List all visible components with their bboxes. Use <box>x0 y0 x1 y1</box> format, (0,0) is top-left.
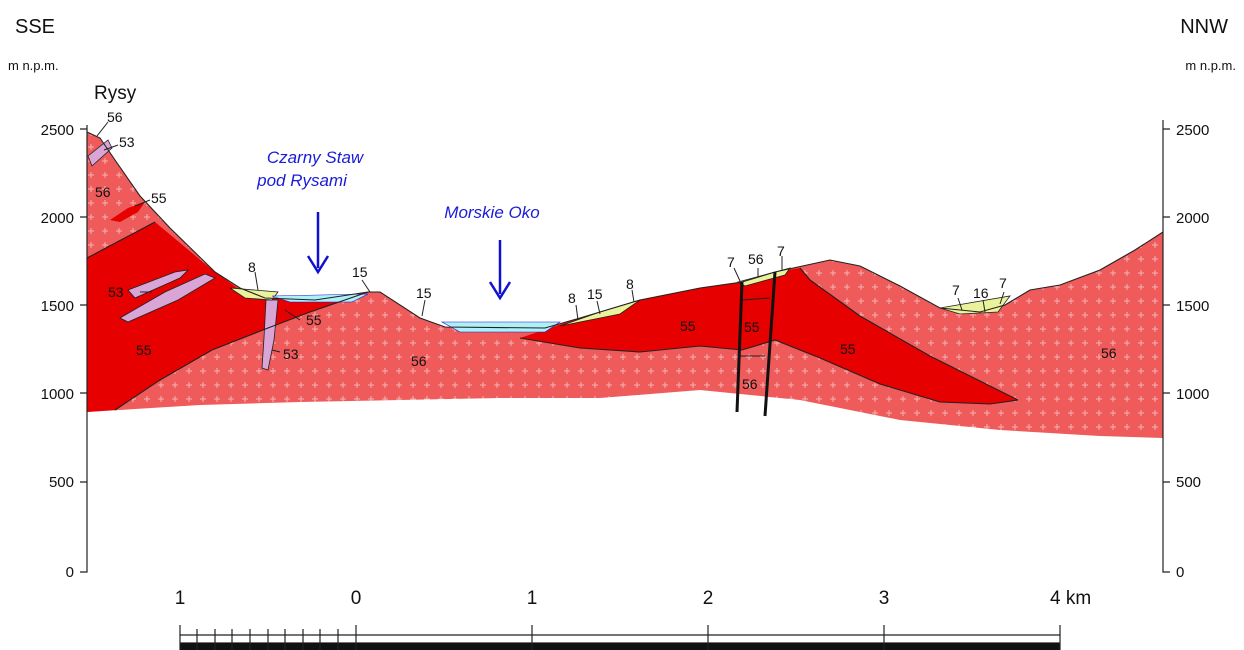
elev-tick-label: 0 <box>66 564 74 581</box>
unit-number: 8 <box>626 276 634 292</box>
contact-55-inner <box>741 297 771 301</box>
unit-53-dyke-1 <box>127 269 190 299</box>
contact-55-central-top <box>799 267 1019 401</box>
unit-number: 16 <box>973 285 989 301</box>
down-arrow-icon <box>306 212 330 275</box>
unit-53-dyke-3 <box>261 299 279 371</box>
fault-left <box>735 281 744 413</box>
unit-number: 55 <box>136 342 152 358</box>
unit-label-right: m n.p.m. <box>1185 58 1236 73</box>
unit-number: 15 <box>587 286 603 302</box>
unit-number: 56 <box>107 109 123 125</box>
distance-scale-labels: 1 0 1 2 3 4 km <box>175 588 1091 609</box>
unit-number: 53 <box>108 284 124 300</box>
morskie-oko-water <box>440 321 561 333</box>
elev-tick-label: 2500 <box>41 122 74 139</box>
unit-55-left <box>87 222 368 412</box>
label-leader-lines <box>96 121 1005 353</box>
scale-label: 1 <box>527 588 538 609</box>
elev-tick-label: 1000 <box>1176 386 1209 403</box>
fault-right <box>763 271 777 417</box>
unit-number: 55 <box>680 318 696 334</box>
unit-55-small-lens <box>110 202 145 222</box>
elev-tick-label: 1000 <box>41 386 74 403</box>
elev-tick-label: 2500 <box>1176 122 1209 139</box>
unit-number: 53 <box>119 134 135 150</box>
unit-number: 7 <box>777 243 785 259</box>
scale-label: 3 <box>879 588 890 609</box>
unit-number: 7 <box>727 254 735 270</box>
unit-number: 7 <box>999 275 1007 291</box>
down-arrow-icon <box>488 240 512 301</box>
scale-label: 2 <box>703 588 714 609</box>
unit-55-central <box>520 268 1018 404</box>
unit-number: 56 <box>748 251 764 267</box>
lake-label-morskie-oko: Morskie Oko <box>444 203 539 222</box>
unit-number: 55 <box>151 190 167 206</box>
unit-number: 8 <box>568 290 576 306</box>
unit-number-labels: 56 53 56 55 8 15 15 53 55 53 55 56 8 15 … <box>95 109 1117 392</box>
distance-scale-bar <box>179 625 1061 650</box>
peak-label: Rysy <box>94 83 137 104</box>
unit-number: 56 <box>95 184 111 200</box>
elev-tick-label: 500 <box>1176 474 1201 491</box>
unit-number: 53 <box>283 346 299 362</box>
scale-label: 1 <box>175 588 186 609</box>
elev-tick-label: 1500 <box>41 298 74 315</box>
lake-label-czarny-staw-2: pod Rysami <box>256 171 348 190</box>
direction-label-left: SSE <box>15 16 55 38</box>
unit-label-left: m n.p.m. <box>8 58 59 73</box>
elev-tick-label: 0 <box>1176 564 1184 581</box>
czarny-staw-water <box>271 293 369 303</box>
elev-tick-label: 1500 <box>1176 298 1209 315</box>
unit-number: 8 <box>248 259 256 275</box>
right-elevation-labels: 2500 2000 1500 1000 500 0 <box>1176 122 1209 581</box>
unit-number: 55 <box>840 341 856 357</box>
left-elevation-axis <box>80 125 88 573</box>
unit-number: 55 <box>744 319 760 335</box>
elev-tick-label: 500 <box>49 474 74 491</box>
scale-label: 0 <box>351 588 362 609</box>
unit-number: 7 <box>952 282 960 298</box>
contact-55-central-base <box>519 337 1019 405</box>
unit-number: 56 <box>742 376 758 392</box>
right-elevation-axis <box>1162 120 1170 573</box>
scale-label: 4 km <box>1050 588 1091 609</box>
lake-label-czarny-staw-1: Czarny Staw <box>267 148 365 167</box>
contact-55-base-left <box>114 291 369 411</box>
unit-53-dyke-2 <box>119 273 216 323</box>
left-elevation-labels: 2500 2000 1500 1000 500 0 <box>41 122 74 581</box>
unit-number: 56 <box>1101 345 1117 361</box>
unit-number: 56 <box>411 353 427 369</box>
unit-number: 15 <box>352 264 368 280</box>
contact-55-56-left <box>86 221 156 259</box>
elev-tick-label: 2000 <box>41 210 74 227</box>
elev-tick-label: 2000 <box>1176 210 1209 227</box>
direction-label-right: NNW <box>1180 16 1228 38</box>
unit-number: 15 <box>416 285 432 301</box>
unit-number: 55 <box>306 312 322 328</box>
topographic-profile <box>86 131 1164 329</box>
